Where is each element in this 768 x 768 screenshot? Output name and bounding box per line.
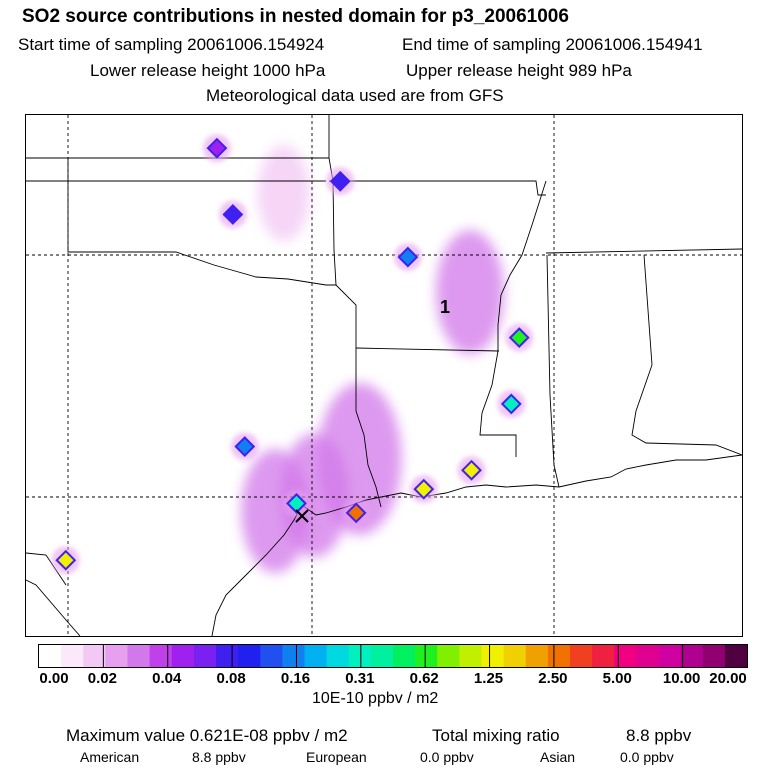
plume-layer <box>241 145 504 573</box>
lat-lon-grid <box>26 115 742 636</box>
tx-la-border <box>355 348 382 508</box>
hotspot-diamond <box>206 137 228 159</box>
ok-tx-border <box>26 157 357 348</box>
colorbar-swatch <box>127 645 151 667</box>
map-plot: 1 <box>25 114 743 637</box>
met-data-label: Meteorological data used are from GFS <box>206 86 504 105</box>
colorbar-swatch <box>437 645 460 667</box>
european-value: 0.0 ppbv <box>420 749 474 765</box>
ok-east-border <box>328 115 337 286</box>
colorbar-swatch <box>393 645 416 667</box>
colorbar-swatch <box>525 645 549 667</box>
colorbar-tick-label: 20.00 <box>709 670 747 687</box>
asian-value: 0.0 ppbv <box>620 749 674 765</box>
colorbar-tick-label: 5.00 <box>602 670 632 687</box>
colorbar-swatch <box>216 645 239 667</box>
asian-label: Asian <box>540 749 576 765</box>
colorbar-swatch <box>370 645 394 667</box>
colorbar-swatch <box>614 645 637 667</box>
european-label: European <box>306 749 367 765</box>
hotspot-diamond <box>413 478 435 500</box>
colorbar-swatch <box>193 645 217 667</box>
american-label: American <box>80 749 140 765</box>
colorbar-tick-label: 0.00 <box>39 670 69 687</box>
mo-ar-border <box>329 180 546 196</box>
colorbar-tick-label: 0.04 <box>152 670 182 687</box>
colorbar-swatch <box>680 645 704 667</box>
colorbar-swatch <box>415 645 438 667</box>
hotspot-diamond <box>222 204 244 225</box>
colorbar-swatch <box>459 645 483 667</box>
colorbar-tick-label: 0.02 <box>87 670 117 687</box>
ms-al-border <box>546 254 560 488</box>
colorbar-swatch <box>348 645 372 667</box>
total-mixing-value: 8.8 ppbv <box>626 726 692 745</box>
colorbar <box>38 644 748 668</box>
american-value: 8.8 ppbv <box>192 749 246 765</box>
chart-title: SO2 source contributions in nested domai… <box>22 6 569 27</box>
colorbar-tick-label: 0.08 <box>216 670 246 687</box>
rio-grande <box>26 552 67 586</box>
source-marker: 1 <box>295 297 450 523</box>
colorbar-swatch <box>39 645 62 667</box>
hotspot-diamond <box>397 246 419 268</box>
colorbar-swatch <box>547 645 571 667</box>
hotspot-diamond <box>329 170 351 192</box>
colorbar-swatch <box>503 645 527 667</box>
al-ga-border <box>631 254 742 456</box>
hotspot-layer <box>51 134 534 575</box>
tn-border <box>545 248 742 254</box>
colorbar-tick-label: 1.25 <box>473 670 504 687</box>
hotspot-diamond <box>286 492 307 514</box>
total-mixing-label: Total mixing ratio <box>432 726 560 745</box>
colorbar-swatch <box>105 645 129 667</box>
upper-release-label: Upper release height 989 hPa <box>406 61 632 80</box>
plume-area <box>257 145 310 242</box>
colorbar-swatch <box>83 645 106 667</box>
colorbar-tick-label: 10.00 <box>662 670 701 687</box>
source-marker-label: 1 <box>440 297 450 317</box>
colorbar-swatch <box>481 645 505 667</box>
colorbar-swatch <box>61 645 84 667</box>
colorbar-swatch <box>702 645 726 667</box>
colorbar-swatch <box>149 645 173 667</box>
hotspot-diamond <box>234 436 256 457</box>
colorbar-swatch <box>658 645 682 667</box>
colorbar-swatch <box>260 645 283 667</box>
start-time-label: Start time of sampling 20061006.154924 <box>18 35 325 54</box>
colorbar-swatch <box>282 645 306 667</box>
hotspot-diamond <box>55 549 77 571</box>
colorbar-swatch <box>326 645 350 667</box>
hotspot-diamond <box>345 502 367 524</box>
end-time-label: End time of sampling 20061006.154941 <box>402 35 703 54</box>
colorbar-swatch <box>570 645 593 667</box>
plume-area <box>435 230 504 355</box>
colorbar-units: 10E-10 ppbv / m2 <box>312 690 439 707</box>
state-boundaries <box>26 115 742 636</box>
lower-release-label: Lower release height 1000 hPa <box>90 61 326 80</box>
colorbar-swatch <box>238 645 261 667</box>
hotspot-diamond <box>500 393 522 415</box>
colorbar-swatch <box>592 645 615 667</box>
colorbar-tick-label: 0.16 <box>280 670 311 687</box>
colorbar-swatch <box>304 645 328 667</box>
map-canvas: 1 <box>26 115 742 636</box>
max-value-label: Maximum value 0.621E-08 ppbv / m2 <box>66 726 348 745</box>
site-cross-b <box>295 509 309 523</box>
hotspot-diamond <box>508 327 530 349</box>
colorbar-tick-label: 0.31 <box>345 670 375 687</box>
colorbar-tick-label: 2.50 <box>538 670 568 687</box>
ar-la-border <box>355 347 500 352</box>
ar-east-border <box>497 180 547 351</box>
tx-coast <box>211 504 303 636</box>
la-ms-border <box>479 350 517 457</box>
hotspot-diamond <box>461 459 482 481</box>
colorbar-tick-label: 0.62 <box>409 670 439 687</box>
colorbar-swatch <box>636 645 660 667</box>
plume-area <box>241 448 310 573</box>
colorbar-swatch <box>171 645 195 667</box>
colorbar-swatch <box>724 645 747 667</box>
